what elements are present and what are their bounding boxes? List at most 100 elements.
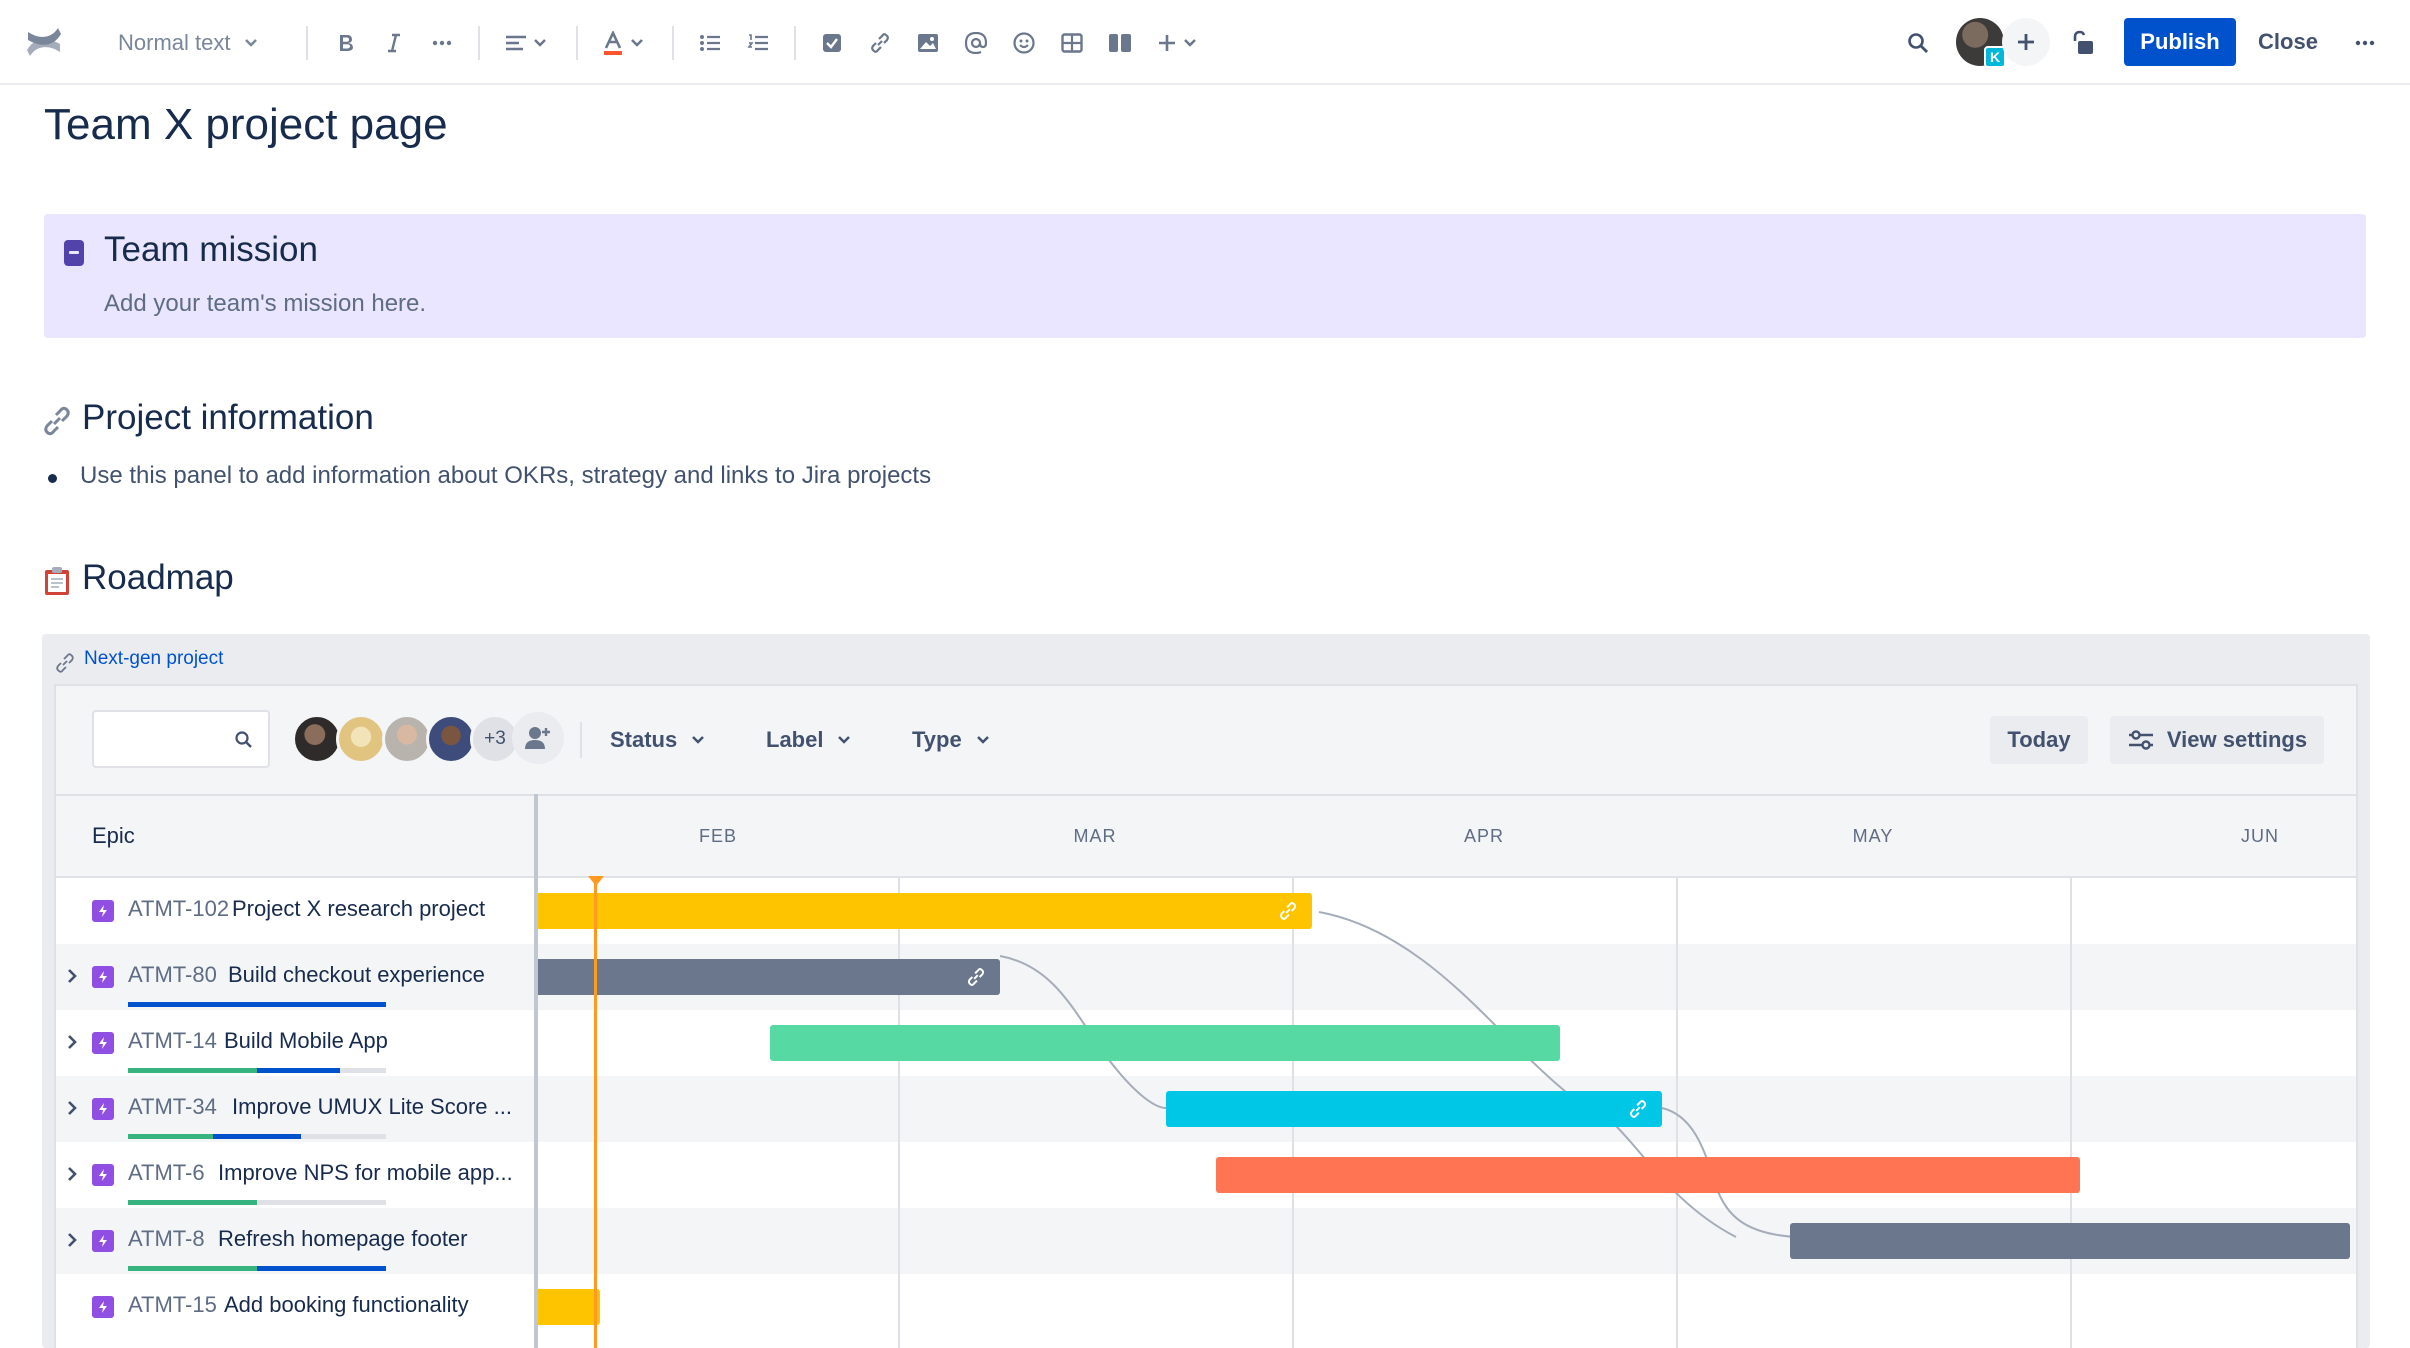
table-button[interactable] bbox=[1058, 0, 1086, 85]
epic-icon bbox=[92, 1296, 114, 1318]
chevron-right-icon[interactable] bbox=[66, 1230, 78, 1250]
chevron-down-icon bbox=[245, 38, 258, 47]
link-icon bbox=[1279, 902, 1297, 920]
insert-more-dropdown[interactable] bbox=[1154, 0, 1200, 85]
epic-summary[interactable]: Build checkout experience bbox=[228, 962, 485, 987]
restrictions-button[interactable] bbox=[2068, 0, 2098, 85]
emoji-button[interactable] bbox=[1010, 0, 1038, 85]
avatar[interactable] bbox=[426, 714, 476, 764]
epic-timeline-bar[interactable] bbox=[538, 1289, 600, 1325]
today-button[interactable]: Today bbox=[1990, 716, 2088, 764]
link-icon bbox=[44, 406, 70, 436]
chevron-right-icon[interactable] bbox=[66, 1032, 78, 1052]
epic-timeline-bar[interactable] bbox=[538, 959, 1000, 995]
more-formatting-button[interactable] bbox=[428, 0, 456, 85]
label-filter[interactable]: Label bbox=[766, 686, 851, 794]
action-item-button[interactable] bbox=[818, 0, 846, 85]
epic-timeline-bar[interactable] bbox=[538, 893, 1312, 929]
epic-key[interactable]: ATMT-15 bbox=[128, 1292, 217, 1317]
toolbar-divider bbox=[478, 26, 480, 60]
epic-column-divider[interactable] bbox=[534, 794, 538, 1348]
layouts-button[interactable] bbox=[1106, 0, 1134, 85]
project-info-bullet[interactable]: Use this panel to add information about … bbox=[80, 462, 932, 489]
epic-summary[interactable]: Improve UMUX Lite Score ... bbox=[232, 1094, 512, 1119]
epic-row[interactable]: ATMT-6 Improve NPS for mobile app... bbox=[56, 1142, 2356, 1208]
align-left-icon bbox=[506, 35, 526, 50]
find-button[interactable] bbox=[1904, 0, 1932, 85]
roadmap-search-input[interactable] bbox=[92, 710, 270, 768]
epic-row[interactable]: ATMT-102 Project X research project bbox=[56, 878, 2356, 944]
search-icon bbox=[1908, 32, 1928, 53]
epic-row[interactable]: ATMT-15 Add booking functionality bbox=[56, 1274, 2356, 1340]
status-filter[interactable]: Status bbox=[610, 686, 705, 794]
avatar[interactable] bbox=[336, 714, 386, 764]
epic-summary[interactable]: Add booking functionality bbox=[224, 1292, 469, 1317]
text-color-dropdown[interactable] bbox=[600, 0, 646, 85]
month-label: MAY bbox=[1852, 825, 1894, 846]
dependency-link-icon[interactable] bbox=[1278, 901, 1298, 926]
chevron-right-icon[interactable] bbox=[66, 966, 78, 986]
add-people-button[interactable] bbox=[512, 712, 564, 764]
epic-timeline-bar[interactable] bbox=[1790, 1223, 2350, 1259]
epic-key[interactable]: ATMT-14 bbox=[128, 1028, 217, 1053]
publish-button[interactable]: Publish bbox=[2124, 18, 2236, 66]
settings-sliders-icon bbox=[2128, 730, 2153, 750]
alignment-dropdown[interactable] bbox=[502, 0, 550, 85]
dependency-link-icon[interactable] bbox=[966, 967, 986, 992]
epic-row[interactable]: ATMT-14 Build Mobile App bbox=[56, 1010, 2356, 1076]
more-horizontal-icon bbox=[2355, 40, 2375, 45]
chevron-right-icon[interactable] bbox=[66, 1164, 78, 1184]
epic-progress-bar bbox=[128, 1134, 386, 1139]
filter-label: Type bbox=[912, 727, 962, 752]
epic-key[interactable]: ATMT-8 bbox=[128, 1226, 205, 1251]
italic-button[interactable] bbox=[380, 0, 408, 85]
more-actions-button[interactable] bbox=[2350, 0, 2380, 85]
next-gen-project-link[interactable]: Next-gen project bbox=[84, 648, 224, 669]
avatar[interactable] bbox=[382, 714, 432, 764]
epic-summary[interactable]: Refresh homepage footer bbox=[218, 1226, 468, 1251]
chevron-down-icon bbox=[631, 38, 643, 47]
epic-timeline-bar[interactable] bbox=[770, 1025, 1560, 1061]
team-mission-panel[interactable]: Team mission Add your team's mission her… bbox=[44, 214, 2366, 338]
numbered-list-button[interactable] bbox=[744, 0, 772, 85]
epic-key[interactable]: ATMT-102 bbox=[128, 896, 230, 921]
epic-timeline-bar[interactable] bbox=[1166, 1091, 1662, 1127]
chevron-down-icon bbox=[838, 736, 851, 744]
epic-summary[interactable]: Build Mobile App bbox=[224, 1028, 388, 1053]
panel-placeholder-text: Add your team's mission here. bbox=[104, 290, 427, 317]
epic-icon bbox=[92, 1098, 114, 1120]
bold-button[interactable] bbox=[332, 0, 360, 85]
image-button[interactable] bbox=[914, 0, 942, 85]
link-icon bbox=[871, 32, 889, 53]
bullet-list-button[interactable] bbox=[696, 0, 724, 85]
epic-summary[interactable]: Project X research project bbox=[232, 896, 486, 921]
epic-key[interactable]: ATMT-34 bbox=[128, 1094, 217, 1119]
close-button[interactable]: Close bbox=[2258, 29, 2318, 54]
project-information-heading: Project information bbox=[82, 398, 374, 437]
epic-timeline-bar[interactable] bbox=[1216, 1157, 2080, 1193]
invite-collaborator-button[interactable] bbox=[2002, 18, 2050, 66]
dependency-link-icon[interactable] bbox=[1628, 1099, 1648, 1124]
month-label: APR bbox=[1463, 825, 1504, 846]
type-filter[interactable]: Type bbox=[912, 686, 990, 794]
epic-key[interactable]: ATMT-80 bbox=[128, 962, 217, 987]
confluence-logo-icon[interactable] bbox=[24, 22, 64, 62]
month-gridline bbox=[1676, 878, 1678, 1348]
epic-summary[interactable]: Improve NPS for mobile app... bbox=[218, 1160, 513, 1185]
month-label: JUN bbox=[2241, 825, 2279, 846]
epic-key[interactable]: ATMT-6 bbox=[128, 1160, 205, 1185]
toolbar-divider bbox=[580, 722, 582, 758]
editor-toolbar: Normal text bbox=[0, 0, 2410, 85]
chevron-down-icon bbox=[1184, 38, 1196, 47]
unlock-icon bbox=[2073, 30, 2093, 54]
page-title[interactable]: Team X project page bbox=[44, 100, 448, 149]
mention-button[interactable] bbox=[962, 0, 990, 85]
chevron-right-icon[interactable] bbox=[66, 1098, 78, 1118]
view-settings-button[interactable]: View settings bbox=[2110, 716, 2324, 764]
epic-row[interactable]: ATMT-80 Build checkout experience bbox=[56, 944, 2356, 1010]
panel-title: Team mission bbox=[104, 230, 318, 269]
avatar[interactable] bbox=[292, 714, 342, 764]
epic-icon bbox=[92, 966, 114, 988]
text-style-dropdown[interactable]: Normal text bbox=[118, 0, 258, 85]
link-button[interactable] bbox=[866, 0, 894, 85]
